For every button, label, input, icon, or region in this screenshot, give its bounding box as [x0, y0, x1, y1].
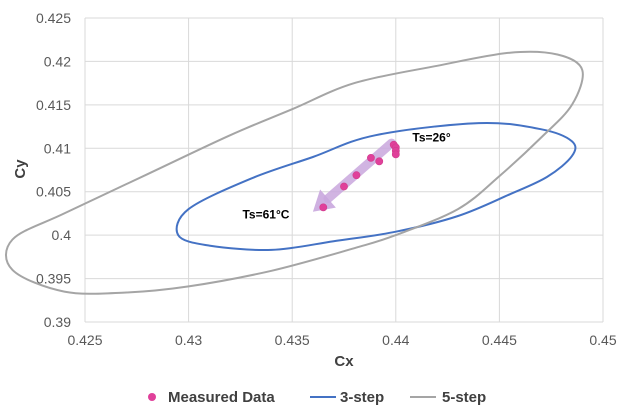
y-tick-label: 0.4: [52, 227, 72, 243]
ellipse-curves: [4, 50, 584, 295]
legend-label-measured-data: Measured Data: [168, 389, 275, 406]
y-tick-label: 0.425: [36, 10, 71, 26]
y-axis-title: Cy: [12, 159, 29, 179]
annotation-label: Ts=61°C: [242, 208, 289, 222]
annotation-label: Ts=26°: [412, 130, 450, 144]
legend-marker-measured-data: [148, 393, 156, 401]
x-tick-label: 0.425: [67, 332, 102, 348]
x-tick-label: 0.45: [589, 332, 616, 348]
x-tick-label: 0.43: [175, 332, 202, 348]
data-point: [367, 153, 375, 162]
y-tick-label: 0.405: [36, 184, 71, 200]
data-point: [340, 182, 348, 191]
arrow-shaft: [323, 138, 397, 204]
legend: Measured Data 3-step 5-step: [148, 389, 486, 406]
x-tick-label: 0.445: [482, 332, 517, 348]
grid-lines: [84, 17, 604, 323]
arrow-head: [312, 189, 336, 212]
data-point: [319, 203, 328, 212]
x-tick-label: 0.44: [382, 332, 409, 348]
data-points: [319, 140, 400, 212]
y-tick-label: 0.42: [44, 53, 71, 69]
y-tick-label: 0.415: [36, 97, 71, 113]
x-tick-label: 0.435: [275, 332, 310, 348]
data-point: [352, 171, 361, 180]
trend-arrow: [312, 138, 397, 212]
legend-label-5-step: 5-step: [442, 389, 486, 406]
y-tick-label: 0.41: [44, 140, 71, 156]
curve-5-step: [4, 50, 584, 295]
curve-3-step: [175, 121, 577, 252]
tick-labels: 0.425 0.43 0.435 0.44 0.445 0.450.390.3950.40…: [36, 10, 617, 348]
annotations: Ts=26° Ts=61°C: [242, 130, 450, 221]
data-point: [391, 150, 400, 159]
legend-label-3-step: 3-step: [340, 389, 384, 406]
y-tick-label: 0.395: [36, 271, 71, 287]
y-tick-label: 0.39: [44, 314, 71, 330]
data-point: [375, 157, 384, 166]
x-axis-title: Cx: [334, 353, 354, 370]
